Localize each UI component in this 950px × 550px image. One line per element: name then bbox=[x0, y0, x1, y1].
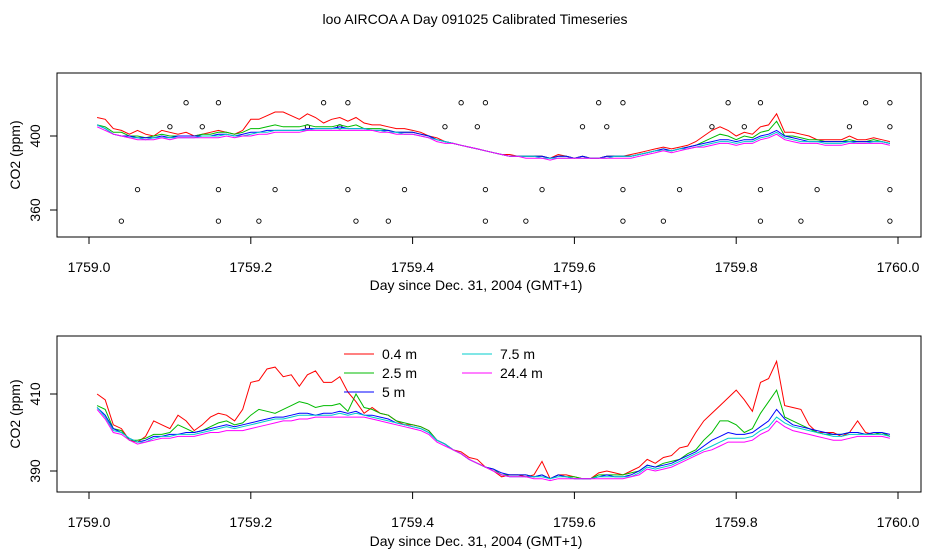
sample-marker bbox=[215, 100, 222, 106]
sample-marker bbox=[167, 124, 173, 130]
sample-marker bbox=[345, 186, 351, 193]
x-tick-label: 1759.2 bbox=[229, 514, 272, 530]
x-tick-label: 1759.8 bbox=[715, 514, 758, 530]
top-markers bbox=[118, 100, 893, 224]
x-tick-label: 1760.0 bbox=[877, 259, 920, 275]
bottom-y-axis-label: CO2 (ppm) bbox=[7, 379, 23, 448]
sample-marker bbox=[757, 100, 764, 106]
sample-marker bbox=[353, 218, 359, 224]
sample-marker bbox=[862, 100, 869, 106]
series-line-24-4-m bbox=[96, 409, 891, 482]
sample-marker bbox=[134, 186, 141, 193]
sample-marker bbox=[118, 218, 125, 224]
top-plot-frame bbox=[56, 72, 922, 238]
series-line-2-5-m bbox=[96, 388, 891, 480]
sample-marker bbox=[798, 218, 804, 224]
sample-marker bbox=[482, 186, 489, 193]
sample-marker bbox=[757, 186, 764, 193]
legend-label: 0.4 m bbox=[382, 346, 417, 362]
sample-marker bbox=[620, 218, 626, 224]
sample-marker bbox=[183, 100, 189, 106]
x-tick-label: 1760.0 bbox=[877, 514, 920, 530]
x-tick-label: 1759.0 bbox=[68, 514, 111, 530]
legend: 0.4 m 2.5 m 5 m 7.5 m 24.4 m bbox=[344, 346, 543, 400]
series-line-0-4-m bbox=[96, 359, 891, 480]
sample-marker bbox=[345, 100, 351, 106]
sample-marker bbox=[660, 218, 667, 224]
bottom-series bbox=[96, 359, 891, 482]
sample-marker bbox=[215, 218, 222, 224]
x-tick-label: 1759.6 bbox=[553, 514, 596, 530]
y-tick-label: 410 bbox=[27, 382, 43, 406]
sample-marker bbox=[474, 124, 480, 130]
bottom-plot-frame bbox=[56, 335, 922, 493]
sample-marker bbox=[320, 100, 327, 106]
sample-marker bbox=[458, 100, 464, 106]
sample-marker bbox=[539, 186, 545, 193]
sample-marker bbox=[596, 100, 602, 106]
sample-marker bbox=[199, 124, 205, 130]
x-tick-label: 1759.0 bbox=[68, 259, 111, 275]
top-panel: 1759.0 1759.2 1759.4 1759.6 1759.8 1760.0 360 4… bbox=[7, 72, 922, 293]
sample-marker bbox=[620, 100, 626, 106]
sample-marker bbox=[757, 218, 764, 224]
sample-marker bbox=[604, 124, 610, 130]
sample-marker bbox=[725, 100, 731, 106]
sample-marker bbox=[579, 124, 586, 130]
sample-marker bbox=[846, 124, 853, 130]
sample-marker bbox=[741, 124, 747, 130]
sample-marker bbox=[887, 100, 893, 106]
bottom-axes: 1759.0 1759.2 1759.4 1759.6 1759.8 1760.0 390 4… bbox=[27, 382, 920, 530]
legend-label: 7.5 m bbox=[500, 346, 535, 362]
top-x-axis-label: Day since Dec. 31, 2004 (GMT+1) bbox=[370, 277, 583, 293]
sample-marker bbox=[887, 218, 893, 224]
legend-label: 24.4 m bbox=[500, 365, 543, 381]
sample-marker bbox=[401, 186, 408, 193]
sample-marker bbox=[620, 186, 626, 193]
legend-label: 5 m bbox=[382, 384, 405, 400]
top-series bbox=[96, 111, 891, 161]
sample-marker bbox=[709, 124, 715, 130]
sample-marker bbox=[523, 218, 529, 224]
y-tick-label: 390 bbox=[27, 459, 43, 483]
sample-marker bbox=[887, 124, 893, 130]
y-tick-label: 360 bbox=[27, 198, 43, 222]
y-tick-label: 400 bbox=[27, 124, 43, 148]
sample-marker bbox=[385, 218, 391, 224]
top-y-axis-label: CO2 (ppm) bbox=[7, 120, 23, 189]
top-axes: 1759.0 1759.2 1759.4 1759.6 1759.8 1760.0 360 4… bbox=[27, 124, 920, 275]
page-title: loo AIRCOA A Day 091025 Calibrated Times… bbox=[322, 11, 628, 27]
x-tick-label: 1759.4 bbox=[391, 259, 434, 275]
legend-label: 2.5 m bbox=[382, 365, 417, 381]
sample-marker bbox=[256, 218, 262, 224]
sample-marker bbox=[814, 186, 820, 193]
sample-marker bbox=[482, 218, 489, 224]
series-line-4 bbox=[96, 126, 891, 161]
x-tick-label: 1759.4 bbox=[391, 514, 434, 530]
bottom-x-axis-label: Day since Dec. 31, 2004 (GMT+1) bbox=[370, 533, 583, 549]
x-tick-label: 1759.8 bbox=[715, 259, 758, 275]
sample-marker bbox=[272, 186, 278, 193]
sample-marker bbox=[482, 100, 489, 106]
bottom-panel: 1759.0 1759.2 1759.4 1759.6 1759.8 1760.0 390 4… bbox=[7, 335, 922, 549]
series-line-5-m bbox=[96, 407, 891, 480]
sample-marker bbox=[215, 186, 222, 193]
sample-marker bbox=[676, 186, 683, 193]
sample-marker bbox=[887, 186, 893, 193]
x-tick-label: 1759.2 bbox=[229, 259, 272, 275]
x-tick-label: 1759.6 bbox=[553, 259, 596, 275]
sample-marker bbox=[442, 124, 448, 130]
